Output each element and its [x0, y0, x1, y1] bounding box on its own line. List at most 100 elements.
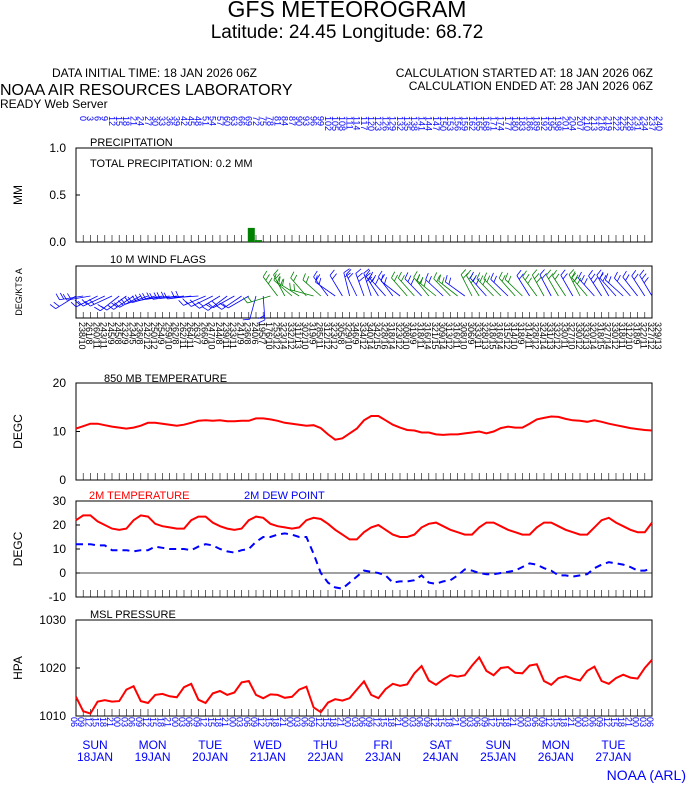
wind-title: 10 M WIND FLAGS — [110, 254, 206, 266]
top-hour-label: 147 — [431, 116, 441, 131]
top-hour-label: 150 — [438, 116, 448, 131]
wind-barb-feather — [534, 273, 540, 280]
wind-barb-feather — [88, 299, 95, 305]
top-hour-label: 141 — [416, 116, 426, 131]
top-hour-label: 39 — [172, 116, 182, 126]
wind-barb-shaft — [588, 275, 602, 297]
bottom-hour-label: 21 — [393, 717, 403, 727]
top-hour-label: 96 — [308, 116, 318, 126]
wind-barb-feather — [397, 271, 402, 279]
wind-barb-feather — [178, 300, 184, 306]
wind-value-label: 243/11 — [99, 322, 109, 349]
wind-value-label: 244/8 — [214, 322, 224, 345]
wind-value-label: 234/5 — [127, 322, 137, 345]
wind-value-label: 312/12 — [322, 322, 332, 350]
bottom-hour-label: 12 — [429, 717, 439, 727]
top-hour-label: 183 — [517, 116, 527, 131]
bottom-hour-label: 15 — [379, 717, 389, 727]
wind-barb-feather — [400, 274, 405, 282]
wind-barb-feather — [536, 276, 542, 283]
wind-barb-feather — [273, 273, 277, 281]
precip-ylabel: MM — [11, 185, 25, 205]
wind-barb-feather — [258, 315, 265, 319]
wind-barb-feather — [156, 292, 161, 299]
day-label: SUN — [486, 738, 511, 752]
server-name: READY Web Server — [0, 97, 108, 111]
precip-bar — [255, 240, 262, 242]
wind-barb-feather — [490, 272, 494, 280]
wind-value-label: 302/10 — [300, 322, 310, 350]
bottom-hour-label: 03 — [465, 717, 475, 727]
precip-ytick-label: 0.0 — [49, 235, 66, 249]
top-hour-label: 153 — [445, 116, 455, 131]
calc-started: CALCULATION STARTED AT: 18 JAN 2026 06Z — [395, 66, 653, 80]
wind-barb-feather — [469, 271, 474, 279]
top-hour-label: 66 — [236, 116, 246, 126]
top-hour-label: 75 — [258, 116, 268, 126]
bottom-hour-label: 15 — [321, 717, 331, 727]
bottom-hour-label: 21 — [566, 717, 576, 727]
wind-barb-feather — [302, 273, 306, 281]
wind-barb-feather — [134, 294, 140, 301]
wind-barb-feather — [425, 273, 429, 280]
bottom-hour-label: 06 — [184, 717, 194, 727]
top-hour-label: 105 — [330, 116, 340, 131]
bottom-hour-label: 03 — [638, 717, 648, 727]
bottom-hour-label: 15 — [148, 717, 158, 727]
mslp-line — [75, 655, 653, 715]
top-hour-label: 51 — [200, 116, 210, 126]
wind-value-label: 313/12 — [444, 322, 454, 350]
top-hour-label: 204 — [568, 116, 578, 131]
wind-barb-shaft — [622, 276, 638, 297]
top-hour-label: 195 — [546, 116, 556, 131]
bottom-hour-label: 09 — [134, 717, 144, 727]
wind-value-label: 260/11 — [91, 322, 101, 349]
t850-ylabel: DEGC — [11, 414, 25, 449]
wind-barb-feather — [62, 293, 68, 301]
top-hour-label: 192 — [539, 116, 549, 131]
wind-barb-feather — [100, 305, 108, 311]
precip-ytick-label: 0.5 — [49, 188, 66, 202]
t850-line — [75, 415, 653, 441]
bottom-hour-label: 21 — [623, 717, 633, 727]
bottom-hour-label: 09 — [479, 717, 489, 727]
wind-barb-feather — [315, 274, 321, 281]
wind-value-label: 329/10 — [343, 322, 353, 350]
wind-barb-feather — [315, 275, 318, 283]
precip-ytick-label: 1.0 — [49, 141, 66, 155]
wind-barb-feather — [53, 301, 60, 307]
wind-value-label: 328/16 — [379, 322, 389, 350]
t2m-legend-temp: 2M TEMPERATURE — [89, 490, 189, 502]
bottom-hour-label: 03 — [350, 717, 360, 727]
wind-barb-shaft — [639, 275, 653, 297]
wind-barb-feather — [460, 269, 467, 275]
wind-value-label: 319/9 — [307, 322, 317, 345]
top-hour-label: 9 — [100, 116, 110, 121]
t850-ytick-label: 10 — [53, 425, 67, 439]
wind-barb-feather — [175, 290, 180, 298]
top-hour-label: 63 — [229, 116, 239, 126]
wind-barb-feather — [242, 318, 250, 321]
top-hour-label: 15 — [114, 116, 124, 126]
day-label: TUE — [601, 738, 625, 752]
wind-barb-feather — [602, 274, 607, 282]
wind-value-label: 238/10 — [77, 322, 87, 350]
bottom-hour-label: 03 — [580, 717, 590, 727]
bottom-hour-label: 03 — [523, 717, 533, 727]
wind-barb-feather — [622, 270, 627, 278]
wind-value-label: 236/8 — [135, 322, 145, 345]
wind-value-label: 327/14 — [603, 322, 613, 350]
date-label: 21JAN — [250, 750, 286, 764]
wind-barb-feather — [124, 297, 130, 303]
wind-barb-feather — [77, 300, 84, 307]
wind-barb-feather — [516, 269, 522, 276]
mslp-ytick-label: 1020 — [39, 661, 66, 675]
bottom-hour-label: 06 — [299, 717, 309, 727]
wind-barb-shaft — [227, 295, 250, 309]
wind-barb-shaft — [490, 279, 509, 297]
top-hour-label: 189 — [532, 116, 542, 131]
wind-barb-feather — [568, 269, 575, 275]
wind-value-label: 332/12 — [286, 322, 296, 350]
wind-value-label: 320/14 — [588, 322, 598, 350]
wind-value-label: 247/10 — [207, 322, 217, 350]
